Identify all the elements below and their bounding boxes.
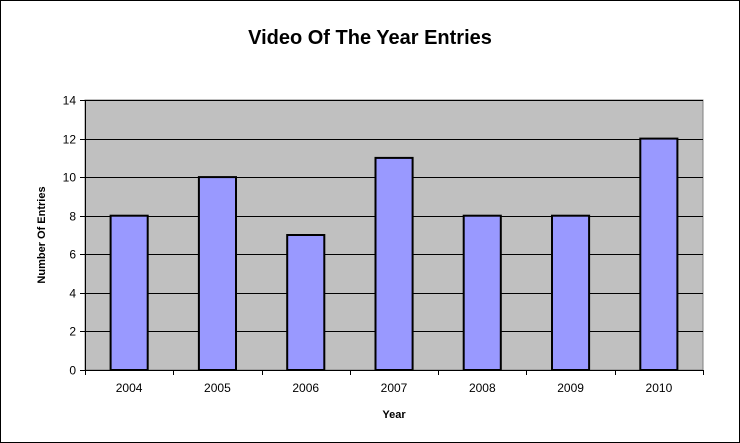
x-tick-label: 2008 — [469, 381, 496, 395]
tick-labels: 0 2 4 6 8 10 12 14 2004 2005 2006 2007 2008 2009 2010 — [63, 94, 673, 396]
y-tick-label: 2 — [69, 325, 76, 339]
x-tick-label: 2005 — [204, 381, 231, 395]
axes — [80, 100, 704, 375]
bar-2010 — [639, 137, 679, 371]
x-tick-label: 2007 — [381, 381, 408, 395]
bar-2008 — [462, 214, 502, 371]
x-tick-label: 2010 — [646, 381, 673, 395]
y-axis-title: Number Of Entries — [36, 186, 48, 283]
y-tick-label: 6 — [69, 248, 76, 262]
y-tick-label: 14 — [63, 94, 77, 108]
y-tick-label: 0 — [69, 364, 76, 378]
chart-title: Video Of The Year Entries — [248, 27, 492, 49]
bar-2006 — [286, 234, 326, 371]
y-tick-label: 12 — [63, 133, 77, 147]
x-tick-label: 2004 — [116, 381, 143, 395]
x-tick-label: 2006 — [292, 381, 319, 395]
y-tick-label: 4 — [69, 287, 76, 301]
x-tick-label: 2009 — [557, 381, 584, 395]
x-axis-title: Year — [382, 409, 406, 421]
y-tick-label: 8 — [69, 210, 76, 224]
y-tick-label: 10 — [63, 171, 77, 185]
bar-2004 — [109, 214, 149, 371]
bar-2009 — [551, 214, 591, 371]
bar-2007 — [374, 156, 414, 371]
bar-2005 — [197, 176, 237, 371]
